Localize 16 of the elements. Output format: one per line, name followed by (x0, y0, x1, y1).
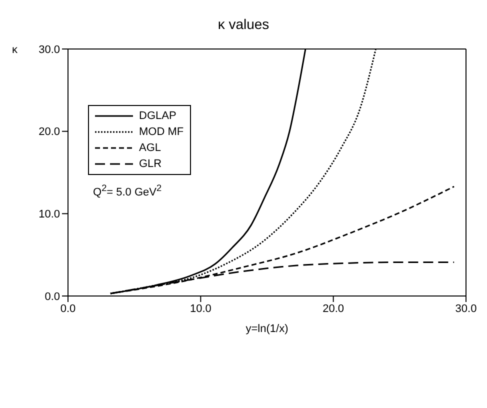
x-tick-label: 20.0 (322, 302, 344, 315)
x-tick-label: 0.0 (60, 302, 76, 315)
chart-title: κ values (216, 15, 270, 34)
y-axis-title: κ (12, 44, 18, 56)
x-tick-label: 30.0 (455, 302, 477, 315)
x-axis-title: y=ln(1/x) (246, 323, 288, 335)
note: Q$^{2}$= 5.0 GeV$^{2}$ (93, 183, 162, 199)
legend-label: AGL (139, 142, 162, 154)
y-tick-label: 0.0 (44, 290, 60, 303)
legend-label: DGLAP (139, 110, 176, 122)
x-tick-label: 10.0 (190, 302, 212, 315)
legend-label: MOD MF (139, 126, 184, 138)
legend-label: GLR (139, 158, 162, 170)
y-tick-label: 10.0 (38, 208, 60, 221)
y-tick-label: 20.0 (38, 126, 60, 138)
y-tick-label: 30.0 (38, 44, 60, 56)
